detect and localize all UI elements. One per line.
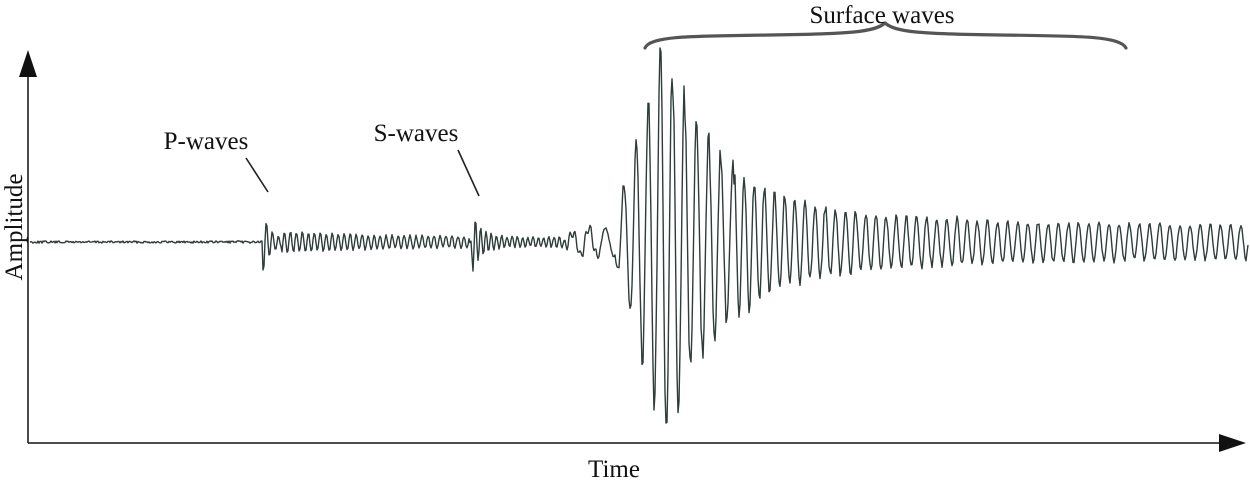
x-axis-label: Time xyxy=(588,456,640,483)
y-axis-arrowhead xyxy=(19,50,37,77)
s-waves-label: S-waves xyxy=(374,120,459,147)
p-waves-label: P-waves xyxy=(164,128,249,155)
s-waves-pointer xyxy=(457,149,480,197)
surface-waves-brace xyxy=(643,21,1128,50)
x-axis-arrowhead xyxy=(1219,434,1246,452)
y-axis-label: Amplitude xyxy=(1,174,28,281)
surface-waves-label: Surface waves xyxy=(809,2,954,29)
seismic-trace xyxy=(29,47,1249,424)
p-waves-pointer xyxy=(245,157,269,193)
